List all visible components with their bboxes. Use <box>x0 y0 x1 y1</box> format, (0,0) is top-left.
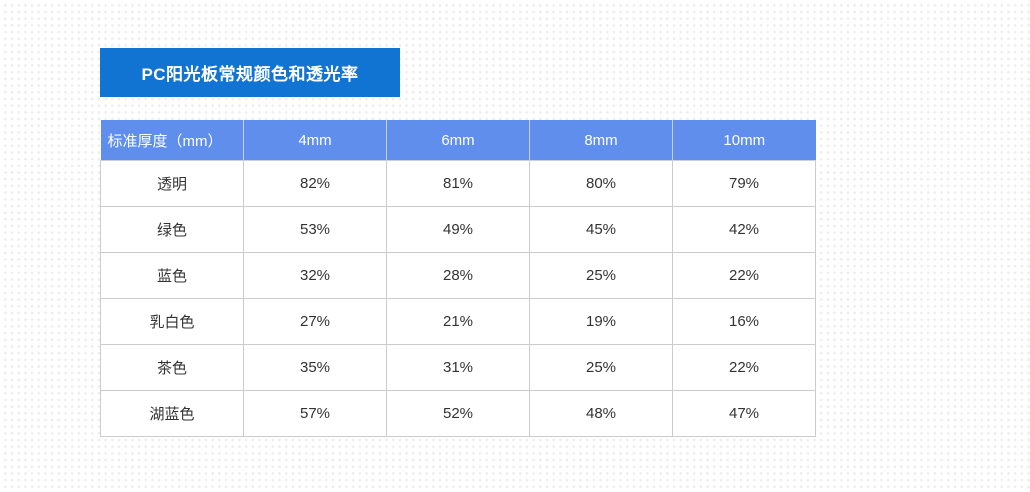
cell-value: 21% <box>386 298 530 345</box>
column-header-6mm: 6mm <box>386 120 530 161</box>
cell-value: 57% <box>243 390 387 437</box>
table-row: 湖蓝色 57% 52% 48% 47% <box>100 390 816 437</box>
page-title: PC阳光板常规颜色和透光率 <box>141 65 359 84</box>
cell-value: 28% <box>386 252 530 299</box>
cell-value: 81% <box>386 160 530 207</box>
cell-value: 25% <box>529 252 673 299</box>
row-label: 乳白色 <box>100 298 244 345</box>
table-row: 乳白色 27% 21% 19% 16% <box>100 298 816 345</box>
transmittance-table: 标准厚度（mm） 4mm 6mm 8mm 10mm 透明 82% 81% 80%… <box>100 120 816 437</box>
cell-value: 48% <box>529 390 673 437</box>
row-label: 茶色 <box>100 344 244 391</box>
title-banner: PC阳光板常规颜色和透光率 <box>100 48 400 97</box>
table-row: 绿色 53% 49% 45% 42% <box>100 206 816 253</box>
column-header-10mm: 10mm <box>672 120 816 161</box>
row-label: 蓝色 <box>100 252 244 299</box>
cell-value: 27% <box>243 298 387 345</box>
cell-value: 53% <box>243 206 387 253</box>
cell-value: 49% <box>386 206 530 253</box>
table-row: 透明 82% 81% 80% 79% <box>100 160 816 207</box>
table-row: 茶色 35% 31% 25% 22% <box>100 344 816 391</box>
row-label: 透明 <box>100 160 244 207</box>
cell-value: 79% <box>672 160 816 207</box>
column-header-thickness: 标准厚度（mm） <box>100 120 244 161</box>
cell-value: 31% <box>386 344 530 391</box>
cell-value: 19% <box>529 298 673 345</box>
column-header-8mm: 8mm <box>529 120 673 161</box>
cell-value: 22% <box>672 252 816 299</box>
row-label: 绿色 <box>100 206 244 253</box>
cell-value: 25% <box>529 344 673 391</box>
cell-value: 32% <box>243 252 387 299</box>
cell-value: 45% <box>529 206 673 253</box>
table-header-row: 标准厚度（mm） 4mm 6mm 8mm 10mm <box>100 120 816 161</box>
cell-value: 52% <box>386 390 530 437</box>
cell-value: 22% <box>672 344 816 391</box>
cell-value: 35% <box>243 344 387 391</box>
column-header-4mm: 4mm <box>243 120 387 161</box>
table-row: 蓝色 32% 28% 25% 22% <box>100 252 816 299</box>
cell-value: 80% <box>529 160 673 207</box>
cell-value: 47% <box>672 390 816 437</box>
row-label: 湖蓝色 <box>100 390 244 437</box>
cell-value: 82% <box>243 160 387 207</box>
cell-value: 16% <box>672 298 816 345</box>
cell-value: 42% <box>672 206 816 253</box>
